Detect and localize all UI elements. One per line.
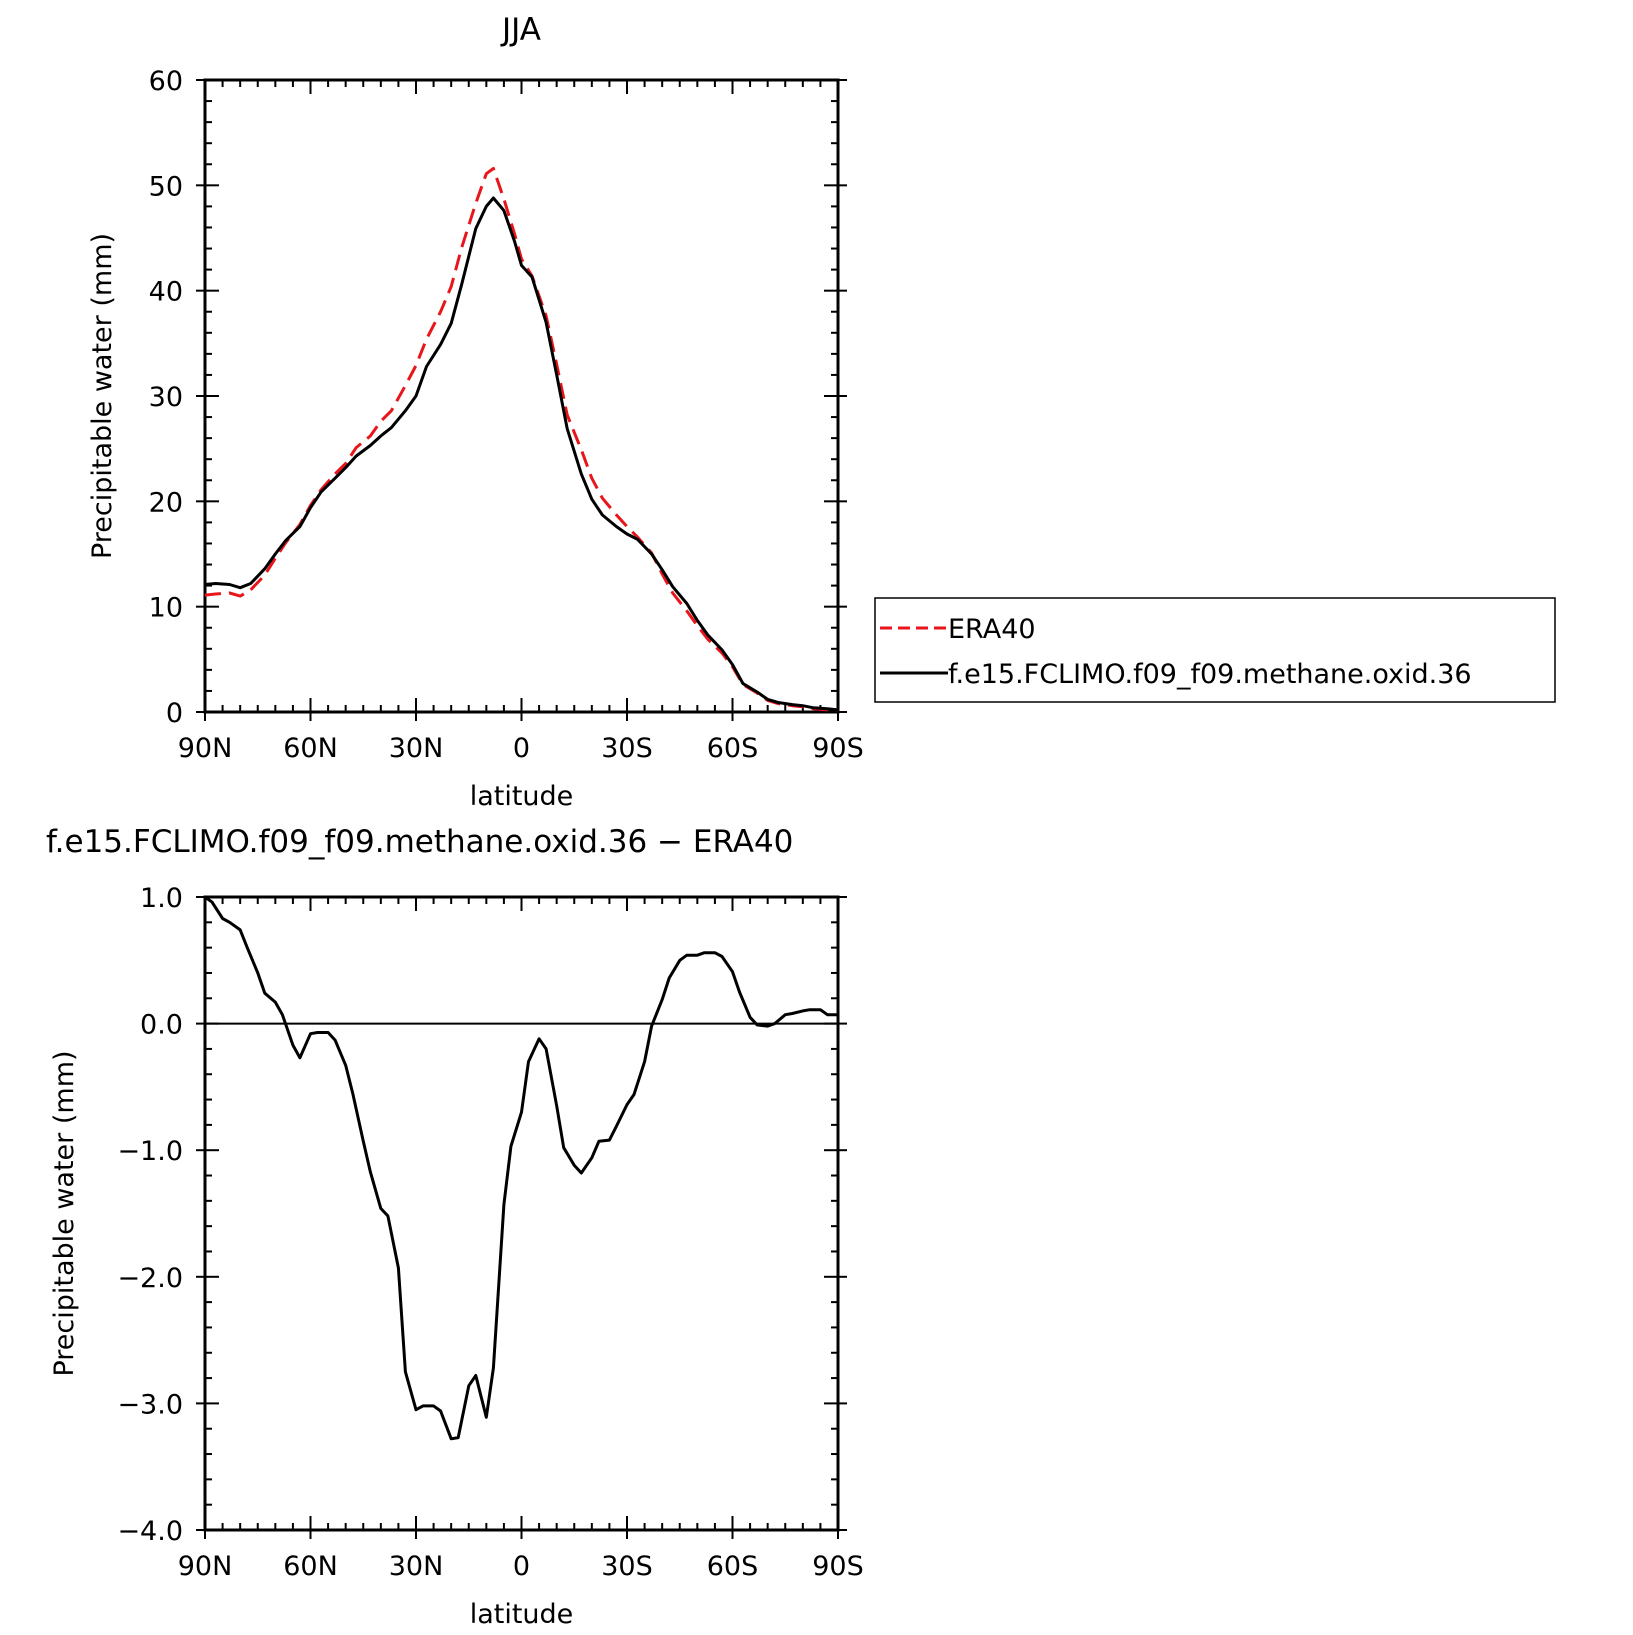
x-tick-label: 30N — [389, 1551, 444, 1582]
x-tick-label: 60S — [707, 1551, 759, 1582]
chart-title: f.e15.FCLIMO.f09_f09.methane.oxid.36 − E… — [46, 824, 793, 860]
plot-frame — [203, 895, 840, 1532]
series-line-0 — [204, 167, 838, 712]
legend-box — [874, 597, 1556, 703]
x-tick-label: 30S — [601, 733, 653, 764]
y-tick-label: 60 — [149, 66, 183, 97]
y-tick-label: −3.0 — [117, 1389, 183, 1420]
axis-ticks — [196, 79, 847, 721]
y-tick-labels: 1.0 0.0 −1.0 −2.0 −3.0 −4.0 — [117, 883, 183, 1547]
y-tick-label: 0 — [166, 698, 183, 729]
x-tick-label: 30S — [601, 1551, 653, 1582]
y-tick-labels: 0 10 20 30 40 50 60 — [149, 66, 183, 729]
y-tick-label: −1.0 — [117, 1136, 183, 1167]
x-tick-label: 0 — [513, 733, 530, 764]
axis-ticks — [196, 896, 847, 1539]
y-tick-label: −4.0 — [117, 1516, 183, 1547]
y-tick-label: 20 — [149, 487, 183, 518]
x-tick-label: 90S — [812, 733, 864, 764]
series-line-1 — [204, 196, 839, 712]
y-tick-label: 50 — [149, 171, 183, 202]
x-tick-label: 90S — [812, 1551, 864, 1582]
x-axis-title: latitude — [470, 781, 574, 812]
y-tick-label: −2.0 — [117, 1263, 183, 1294]
y-tick-label: 30 — [149, 382, 183, 413]
x-tick-label: 90N — [178, 1551, 233, 1582]
y-axis-title: Precipitable water (mm) — [49, 1050, 80, 1376]
series-lines — [204, 895, 838, 1441]
x-tick-label: 90N — [178, 733, 233, 764]
legend-label-era40: ERA40 — [948, 614, 1036, 645]
chart-bottom-difference: f.e15.FCLIMO.f09_f09.methane.oxid.36 − E… — [46, 824, 864, 1630]
legend: ERA40 f.e15.FCLIMO.f09_f09.methane.oxid.… — [874, 597, 1556, 703]
x-tick-label: 0 — [513, 1551, 530, 1582]
y-axis-title: Precipitable water (mm) — [87, 233, 118, 559]
plot-frame — [203, 78, 840, 714]
series-line-0 — [204, 895, 838, 1441]
y-tick-label: 10 — [149, 593, 183, 624]
x-tick-label: 30N — [389, 733, 444, 764]
x-tick-labels: 90N 60N 30N 0 30S 60S 90S — [178, 1551, 864, 1582]
legend-label-model: f.e15.FCLIMO.f09_f09.methane.oxid.36 — [948, 659, 1472, 690]
x-tick-label: 60N — [283, 733, 338, 764]
y-tick-label: 40 — [149, 277, 183, 308]
chart-title: JJA — [500, 12, 541, 48]
y-tick-label: 1.0 — [140, 883, 183, 914]
x-tick-label: 60S — [707, 733, 759, 764]
chart-top-jja: JJA 90N 60N 30N 0 30S 60S 90S 0 10 20 30 40 50 60 la… — [87, 12, 864, 812]
x-tick-label: 60N — [283, 1551, 338, 1582]
x-axis-title: latitude — [470, 1599, 574, 1630]
y-tick-label: 0.0 — [140, 1010, 183, 1041]
x-tick-labels: 90N 60N 30N 0 30S 60S 90S — [178, 733, 864, 764]
series-lines — [204, 167, 839, 712]
